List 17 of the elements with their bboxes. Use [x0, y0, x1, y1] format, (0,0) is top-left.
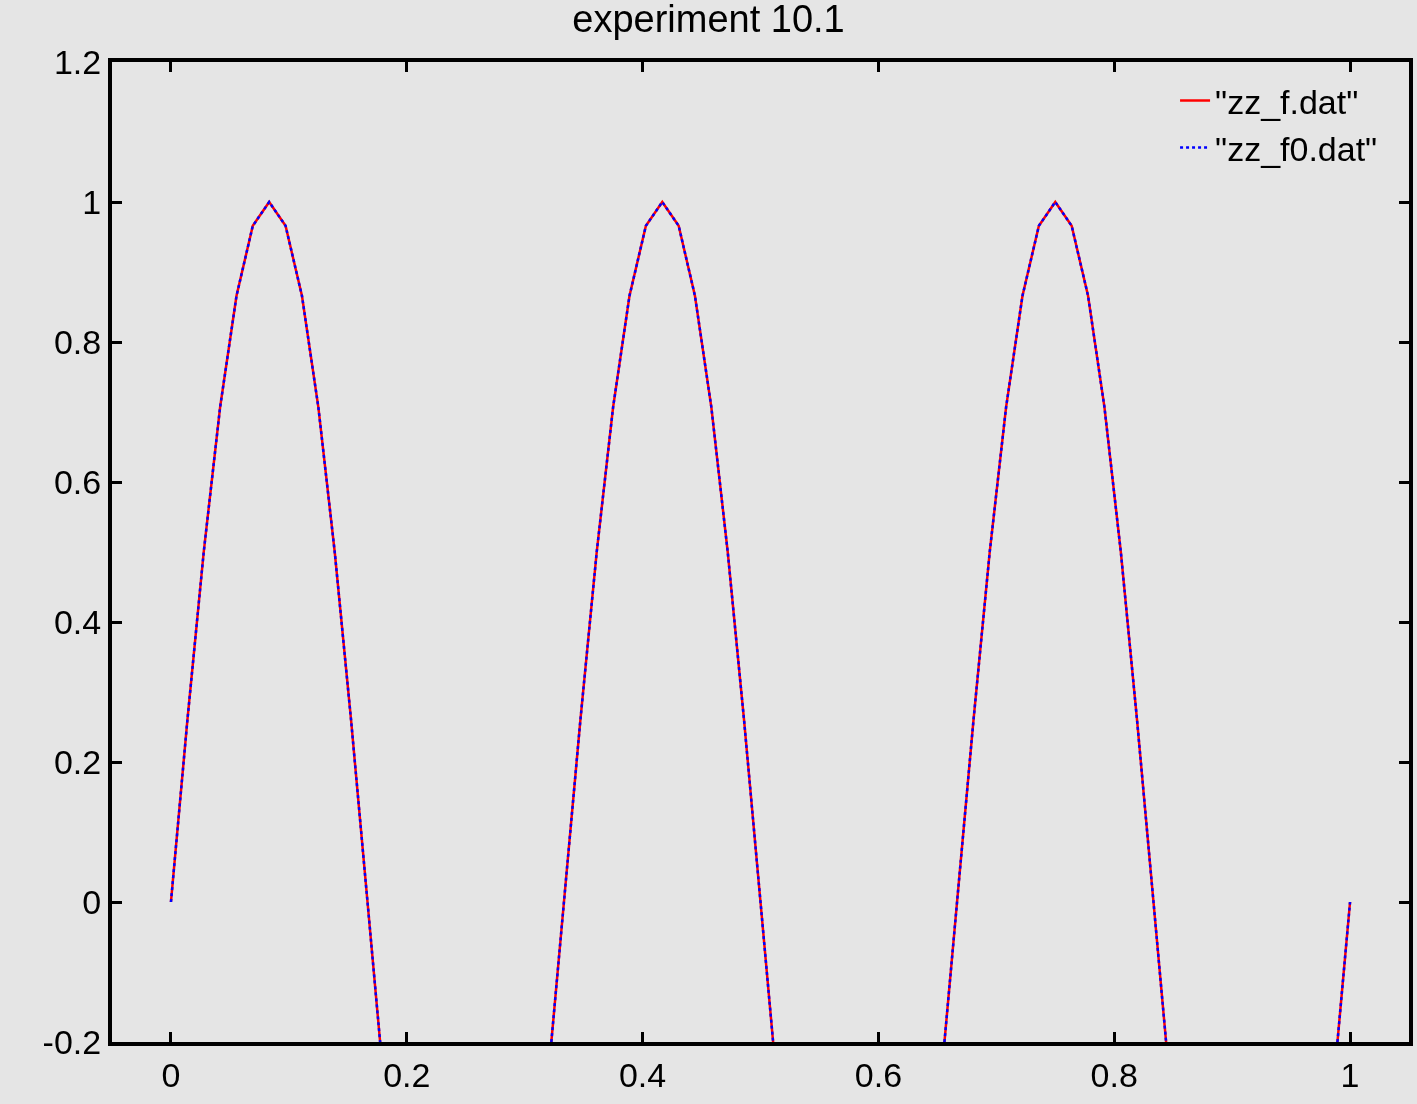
y-tick-label: 0.8 — [53, 322, 102, 361]
y-tick-label: 0 — [82, 882, 102, 921]
legend-label: "zz_f0.dat" — [1215, 129, 1378, 168]
y-tick-label: 0.2 — [53, 742, 102, 781]
x-tick-label: 0.6 — [854, 1055, 903, 1094]
x-tick-label: 1 — [1340, 1055, 1360, 1094]
y-tick-label: 0.6 — [53, 462, 102, 501]
y-tick-label: 0.4 — [53, 602, 102, 641]
x-tick-label: 0.2 — [383, 1055, 431, 1094]
legend-label: "zz_f.dat" — [1215, 82, 1359, 121]
y-tick-label: -0.2 — [42, 1022, 102, 1061]
x-tick-label: 0 — [161, 1055, 181, 1094]
y-tick-label: 1.2 — [53, 42, 102, 81]
y-tick-label: 1 — [82, 182, 102, 221]
x-tick-label: 0.4 — [618, 1055, 667, 1094]
chart-title: experiment 10.1 — [572, 0, 845, 41]
x-tick-label: 0.8 — [1090, 1055, 1138, 1094]
